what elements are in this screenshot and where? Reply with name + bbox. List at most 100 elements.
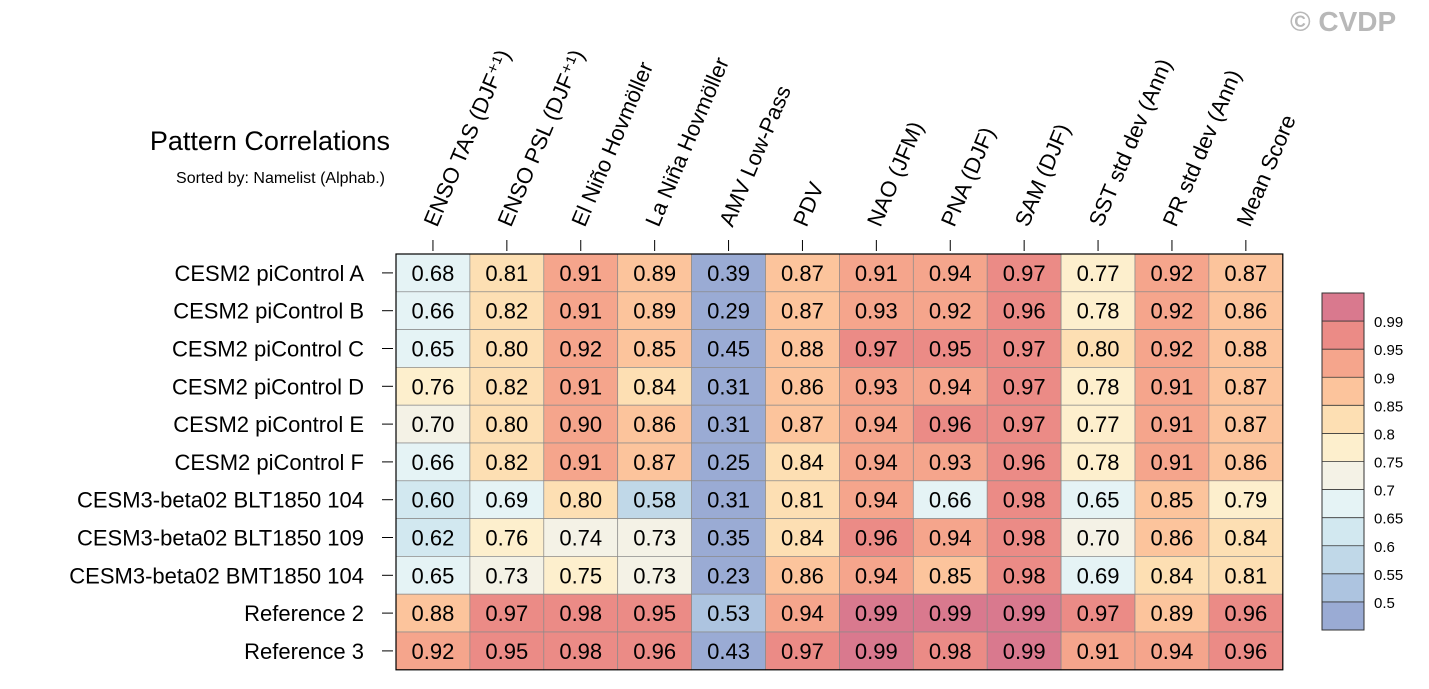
cell-value-label: 0.90 <box>559 412 602 437</box>
heatmap-cell <box>469 253 545 293</box>
cell-value-label: 0.23 <box>707 563 750 588</box>
cell-value-label: 0.73 <box>485 563 528 588</box>
heatmap-cell <box>912 253 988 293</box>
heatmap-cell <box>1134 253 1210 293</box>
cell-value-label: 0.88 <box>781 337 824 362</box>
cell-value-label: 0.31 <box>707 374 750 399</box>
cell-value-label: 0.94 <box>929 526 972 551</box>
cell-value-label: 0.25 <box>707 450 750 475</box>
heatmap-cell <box>1208 442 1284 482</box>
heatmap-cell <box>986 367 1062 406</box>
cell-value-label: 0.45 <box>707 337 750 362</box>
heatmap-cell <box>1208 329 1284 368</box>
heatmap-cell <box>543 367 619 406</box>
cell-value-label: 0.86 <box>633 412 676 437</box>
heatmap-cell <box>1208 556 1284 595</box>
colorbar-swatch <box>1322 601 1364 630</box>
cell-value-label: 0.99 <box>855 639 898 664</box>
heatmap-cell <box>395 518 471 557</box>
heatmap-cell <box>912 593 988 633</box>
heatmap-cell <box>1134 631 1210 671</box>
heatmap-cell <box>765 329 840 368</box>
heatmap-cell <box>986 556 1062 595</box>
cell-value-label: 0.69 <box>485 488 528 513</box>
heatmap-cell <box>1060 556 1136 595</box>
cell-value-label: 0.84 <box>633 374 676 399</box>
cell-value-label: 0.39 <box>707 261 750 286</box>
cell-value-label: 0.31 <box>707 412 750 437</box>
cell-value-label: 0.66 <box>412 450 455 475</box>
heatmap-cell <box>617 518 692 557</box>
heatmap-cell <box>765 518 840 557</box>
cell-value-label: 0.65 <box>1077 488 1120 513</box>
cell-value-label: 0.68 <box>412 261 455 286</box>
colorbar-swatch <box>1322 461 1364 490</box>
cell-value-label: 0.86 <box>781 374 824 399</box>
column-label: El Niño Hovmöller <box>566 58 658 230</box>
cell-value-label: 0.85 <box>929 563 972 588</box>
cell-value-label: 0.93 <box>855 374 898 399</box>
cell-value-label: 0.97 <box>855 337 898 362</box>
heatmap-cell <box>543 480 619 519</box>
cell-value-label: 0.78 <box>1077 450 1120 475</box>
colorbar-label: 0.5 <box>1374 595 1395 612</box>
heatmap-cell <box>469 593 545 633</box>
heatmap-cell <box>1134 442 1210 482</box>
cell-value-label: 0.96 <box>855 526 898 551</box>
cell-value-label: 0.85 <box>633 337 676 362</box>
heatmap-cell <box>395 404 471 444</box>
heatmap-cell <box>543 518 619 557</box>
cell-value-label: 0.98 <box>929 639 972 664</box>
heatmap-cell <box>1060 367 1136 406</box>
cell-value-label: 0.62 <box>412 526 455 551</box>
heatmap-cell <box>912 291 988 330</box>
heatmap-cell <box>469 480 545 519</box>
heatmap-cell <box>469 367 545 406</box>
column-label: PDV <box>788 178 829 230</box>
heatmap-cell <box>765 404 840 444</box>
row-label: Reference 3 <box>244 639 364 664</box>
cell-value-label: 0.94 <box>929 261 972 286</box>
colorbar-label: 0.99 <box>1374 314 1403 331</box>
cell-value-label: 0.94 <box>855 450 898 475</box>
cell-value-label: 0.91 <box>1077 639 1120 664</box>
heatmap-cell <box>691 404 766 444</box>
cell-value-label: 0.96 <box>633 639 676 664</box>
cell-value-label: 0.89 <box>633 261 676 286</box>
heatmap-cell <box>395 253 471 293</box>
heatmap-cell <box>1134 518 1210 557</box>
heatmap-cell <box>395 329 471 368</box>
heatmap-cell <box>986 404 1062 444</box>
heatmap-cell <box>839 556 914 595</box>
heatmap-cell <box>912 631 988 671</box>
heatmap-cell <box>1060 442 1136 482</box>
row-labels: CESM2 piControl A CESM2 piControl B CESM2 … <box>69 261 393 664</box>
chart-subtitle: Sorted by: Namelist (Alphab.) <box>176 170 385 187</box>
cell-value-label: 0.99 <box>929 601 972 626</box>
cell-value-label: 0.91 <box>559 450 602 475</box>
cell-value-label: 0.60 <box>412 488 455 513</box>
heatmap-cell <box>765 442 840 482</box>
cell-value-label: 0.66 <box>412 299 455 324</box>
cell-value-label: 0.86 <box>1224 299 1267 324</box>
heatmap-cell <box>469 442 545 482</box>
cell-value-label: 0.87 <box>1224 412 1267 437</box>
cell-value-label: 0.94 <box>855 488 898 513</box>
cell-value-label: 0.94 <box>929 374 972 399</box>
cell-value-label: 0.80 <box>559 488 602 513</box>
cell-value-label: 0.79 <box>1224 488 1267 513</box>
cell-value-label: 0.73 <box>633 526 676 551</box>
heatmap-cell <box>765 556 840 595</box>
colorbar-label: 0.75 <box>1374 455 1403 472</box>
heatmap-cell <box>543 253 619 293</box>
column-labels: ENSO TAS (DJF⁺¹)ENSO PSL (DJF⁺¹)El Niño … <box>419 46 1301 251</box>
cell-value-label: 0.86 <box>1224 450 1267 475</box>
heatmap-cell <box>469 631 545 671</box>
colorbar-label: 0.65 <box>1374 511 1403 528</box>
row-label: CESM3-beta02 BMT1850 104 <box>69 563 364 588</box>
cell-value-label: 0.80 <box>485 337 528 362</box>
cell-value-label: 0.76 <box>485 526 528 551</box>
cell-value-label: 0.84 <box>781 450 824 475</box>
colorbar-swatch <box>1322 321 1364 350</box>
cell-value-label: 0.80 <box>1077 337 1120 362</box>
